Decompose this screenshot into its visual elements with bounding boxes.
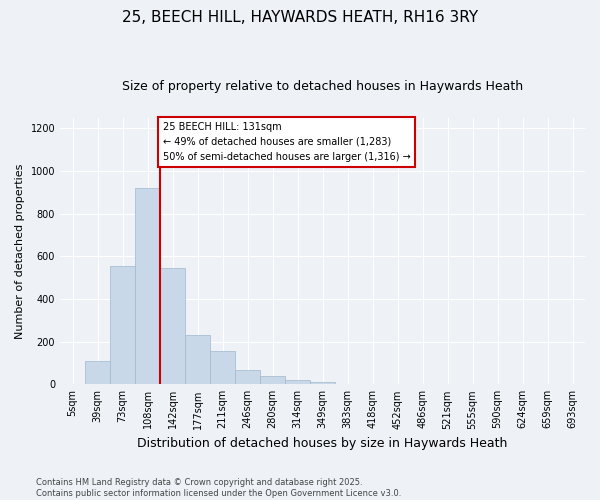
- Text: Contains HM Land Registry data © Crown copyright and database right 2025.
Contai: Contains HM Land Registry data © Crown c…: [36, 478, 401, 498]
- Bar: [285, 380, 310, 384]
- X-axis label: Distribution of detached houses by size in Haywards Heath: Distribution of detached houses by size …: [137, 437, 508, 450]
- Text: 25 BEECH HILL: 131sqm
← 49% of detached houses are smaller (1,283)
50% of semi-d: 25 BEECH HILL: 131sqm ← 49% of detached …: [163, 122, 410, 162]
- Text: 25, BEECH HILL, HAYWARDS HEATH, RH16 3RY: 25, BEECH HILL, HAYWARDS HEATH, RH16 3RY: [122, 10, 478, 25]
- Bar: [160, 268, 185, 384]
- Bar: [85, 361, 110, 384]
- Y-axis label: Number of detached properties: Number of detached properties: [15, 164, 25, 338]
- Bar: [185, 336, 210, 384]
- Bar: [135, 188, 160, 384]
- Bar: [210, 352, 235, 384]
- Title: Size of property relative to detached houses in Haywards Heath: Size of property relative to detached ho…: [122, 80, 523, 93]
- Bar: [110, 266, 135, 384]
- Bar: [235, 370, 260, 384]
- Bar: [310, 382, 335, 384]
- Bar: [260, 376, 285, 384]
